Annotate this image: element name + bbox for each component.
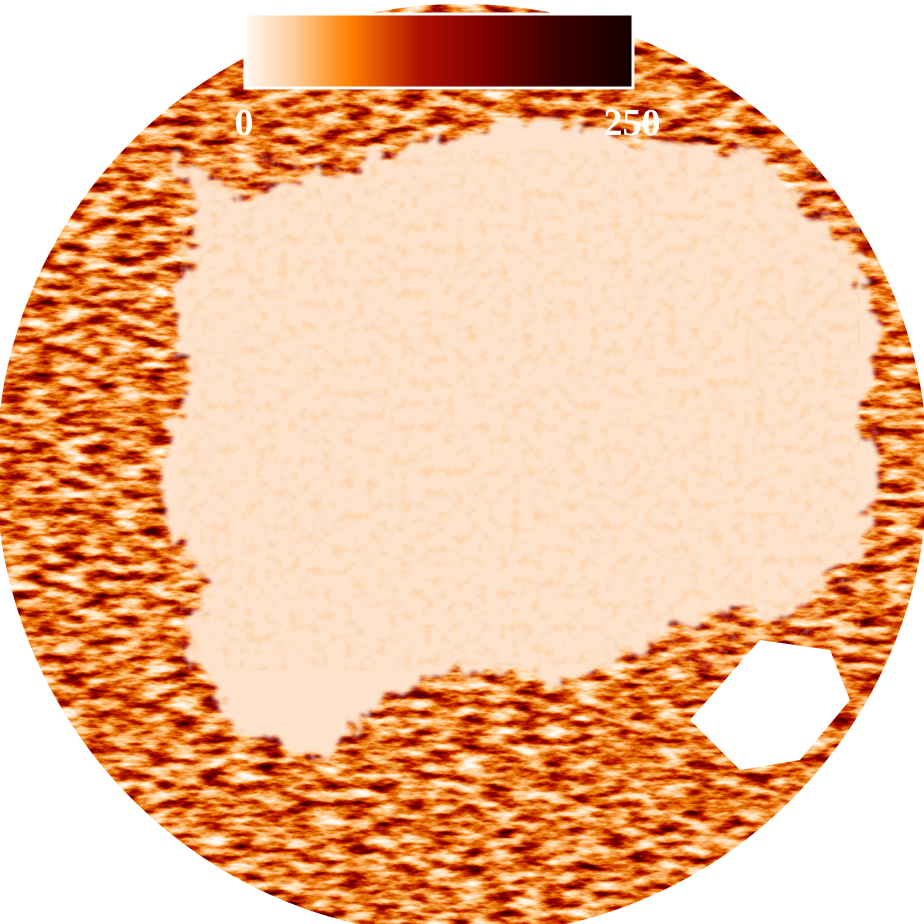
colorbar-max-label: 250 xyxy=(604,102,661,144)
core-speckles xyxy=(180,150,860,670)
colorbar xyxy=(243,12,635,90)
missing-region xyxy=(690,640,850,770)
colorbar-min-label: 0 xyxy=(235,102,254,144)
